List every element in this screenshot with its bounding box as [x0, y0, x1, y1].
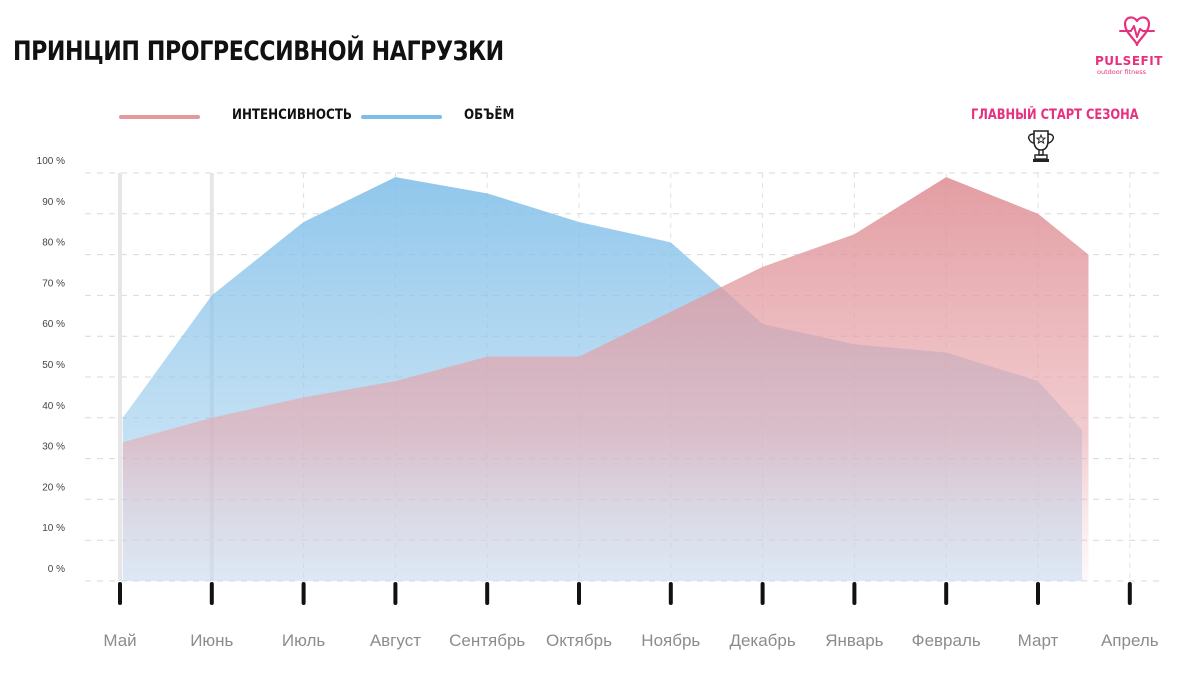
- y-tick-label: 60 %: [42, 319, 65, 330]
- x-tick-label: Август: [370, 631, 421, 650]
- x-tick-label: Май: [103, 631, 136, 650]
- y-tick-label: 90 %: [42, 197, 65, 208]
- y-tick-label: 70 %: [42, 278, 65, 289]
- x-tick-label: Декабрь: [729, 631, 795, 650]
- y-tick-label: 50 %: [42, 360, 65, 371]
- legend-volume-label: ОБЪЁМ: [464, 107, 515, 123]
- legend-intensity-label: ИНТЕНСИВНОСТЬ: [232, 107, 352, 123]
- y-tick-label: 40 %: [42, 401, 65, 412]
- y-tick-label: 20 %: [42, 482, 65, 493]
- y-tick-label: 80 %: [42, 238, 65, 249]
- intensity-area: [122, 177, 1089, 581]
- y-tick-label: 10 %: [42, 523, 65, 534]
- y-tick-label: 30 %: [42, 442, 65, 453]
- y-tick-label: 100 %: [37, 156, 65, 167]
- trophy-icon: [1027, 130, 1055, 162]
- x-tick-label: Март: [1018, 631, 1059, 650]
- x-tick-label: Июль: [282, 631, 326, 650]
- x-tick-label: Октябрь: [546, 631, 612, 650]
- x-tick-label: Апрель: [1101, 631, 1159, 650]
- pulsefit-logo: PULSEFIT outdoor fitness: [1088, 14, 1188, 80]
- x-tick-label: Июнь: [190, 631, 233, 650]
- x-tick-label: Сентябрь: [449, 631, 525, 650]
- x-tick-label: Ноябрь: [641, 631, 700, 650]
- legend-volume-swatch: [361, 115, 442, 119]
- x-tick-label: Февраль: [912, 631, 981, 650]
- logo-tagline: outdoor fitness: [1097, 68, 1146, 76]
- main-race-label: ГЛАВНЫЙ СТАРТ СЕЗОНА: [971, 107, 1139, 123]
- x-tick-label: Январь: [825, 631, 883, 650]
- page-title: ПРИНЦИП ПРОГРЕССИВНОЙ НАГРУЗКИ: [13, 36, 504, 67]
- legend-intensity-swatch: [119, 115, 200, 119]
- logo-wordmark: PULSEFIT: [1095, 54, 1163, 68]
- heart-pulse-icon: [1119, 16, 1155, 47]
- y-tick-label: 0 %: [48, 564, 65, 575]
